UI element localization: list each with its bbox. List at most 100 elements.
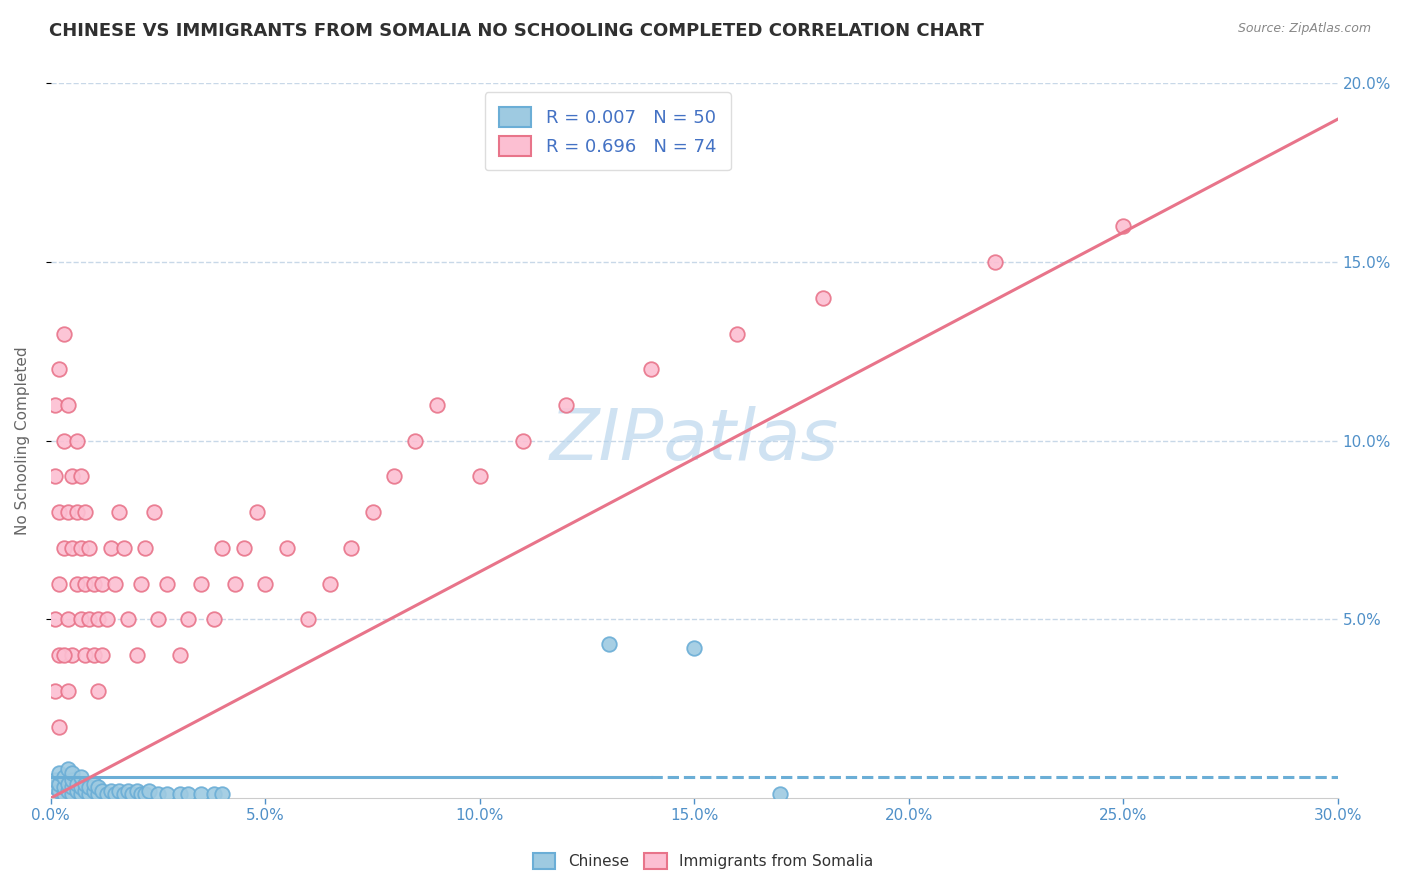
Point bbox=[361, 505, 384, 519]
Point bbox=[129, 576, 152, 591]
Point bbox=[44, 773, 66, 788]
Point bbox=[121, 788, 143, 802]
Point bbox=[48, 720, 70, 734]
Point bbox=[60, 469, 83, 483]
Point bbox=[56, 398, 79, 412]
Point bbox=[60, 788, 83, 802]
Point bbox=[48, 777, 70, 791]
Point bbox=[52, 541, 75, 555]
Point bbox=[91, 784, 114, 798]
Y-axis label: No Schooling Completed: No Schooling Completed bbox=[15, 346, 30, 535]
Point bbox=[156, 576, 179, 591]
Point bbox=[44, 684, 66, 698]
Point bbox=[87, 780, 110, 795]
Point bbox=[83, 648, 105, 662]
Point bbox=[117, 784, 139, 798]
Point bbox=[468, 469, 491, 483]
Point bbox=[56, 612, 79, 626]
Point bbox=[65, 784, 87, 798]
Legend: R = 0.007   N = 50, R = 0.696   N = 74: R = 0.007 N = 50, R = 0.696 N = 74 bbox=[485, 93, 731, 170]
Point bbox=[91, 576, 114, 591]
Point bbox=[512, 434, 534, 448]
Point bbox=[146, 788, 169, 802]
Point bbox=[129, 788, 152, 802]
Point bbox=[60, 541, 83, 555]
Point bbox=[108, 505, 131, 519]
Point bbox=[83, 777, 105, 791]
Point bbox=[190, 576, 212, 591]
Point bbox=[683, 640, 706, 655]
Point bbox=[96, 788, 118, 802]
Point bbox=[769, 788, 792, 802]
Point bbox=[56, 684, 79, 698]
Point bbox=[91, 648, 114, 662]
Point bbox=[104, 576, 127, 591]
Point bbox=[190, 788, 212, 802]
Point bbox=[426, 398, 449, 412]
Point bbox=[48, 362, 70, 376]
Point bbox=[56, 777, 79, 791]
Point bbox=[134, 788, 156, 802]
Point bbox=[232, 541, 254, 555]
Point bbox=[811, 291, 834, 305]
Point bbox=[211, 788, 233, 802]
Point bbox=[340, 541, 363, 555]
Legend: Chinese, Immigrants from Somalia: Chinese, Immigrants from Somalia bbox=[526, 847, 880, 875]
Point bbox=[87, 788, 110, 802]
Point bbox=[44, 780, 66, 795]
Point bbox=[79, 541, 101, 555]
Point bbox=[56, 505, 79, 519]
Point bbox=[75, 648, 97, 662]
Point bbox=[202, 788, 225, 802]
Point bbox=[138, 784, 160, 798]
Point bbox=[169, 648, 191, 662]
Point bbox=[156, 788, 179, 802]
Point bbox=[96, 612, 118, 626]
Point bbox=[108, 784, 131, 798]
Point bbox=[79, 612, 101, 626]
Point bbox=[100, 784, 122, 798]
Point bbox=[87, 684, 110, 698]
Point bbox=[70, 541, 93, 555]
Point bbox=[725, 326, 748, 341]
Point bbox=[142, 505, 165, 519]
Point bbox=[83, 576, 105, 591]
Point bbox=[56, 763, 79, 777]
Point bbox=[1112, 219, 1135, 234]
Point bbox=[75, 777, 97, 791]
Point bbox=[983, 255, 1005, 269]
Point bbox=[48, 576, 70, 591]
Point bbox=[44, 398, 66, 412]
Point bbox=[75, 576, 97, 591]
Point bbox=[70, 770, 93, 784]
Point bbox=[60, 648, 83, 662]
Point bbox=[211, 541, 233, 555]
Point bbox=[75, 784, 97, 798]
Point bbox=[60, 766, 83, 780]
Point bbox=[125, 784, 148, 798]
Point bbox=[60, 780, 83, 795]
Point bbox=[79, 788, 101, 802]
Point bbox=[44, 612, 66, 626]
Point bbox=[125, 648, 148, 662]
Point bbox=[60, 773, 83, 788]
Point bbox=[52, 434, 75, 448]
Point bbox=[202, 612, 225, 626]
Point bbox=[640, 362, 662, 376]
Point bbox=[70, 612, 93, 626]
Point bbox=[52, 780, 75, 795]
Point bbox=[65, 434, 87, 448]
Point bbox=[52, 770, 75, 784]
Point bbox=[79, 780, 101, 795]
Point bbox=[48, 648, 70, 662]
Point bbox=[65, 505, 87, 519]
Point bbox=[254, 576, 277, 591]
Point bbox=[177, 612, 200, 626]
Point bbox=[246, 505, 269, 519]
Point bbox=[87, 612, 110, 626]
Text: CHINESE VS IMMIGRANTS FROM SOMALIA NO SCHOOLING COMPLETED CORRELATION CHART: CHINESE VS IMMIGRANTS FROM SOMALIA NO SC… bbox=[49, 22, 984, 40]
Text: ZIPatlas: ZIPatlas bbox=[550, 406, 839, 475]
Point bbox=[75, 505, 97, 519]
Point bbox=[48, 766, 70, 780]
Point bbox=[169, 788, 191, 802]
